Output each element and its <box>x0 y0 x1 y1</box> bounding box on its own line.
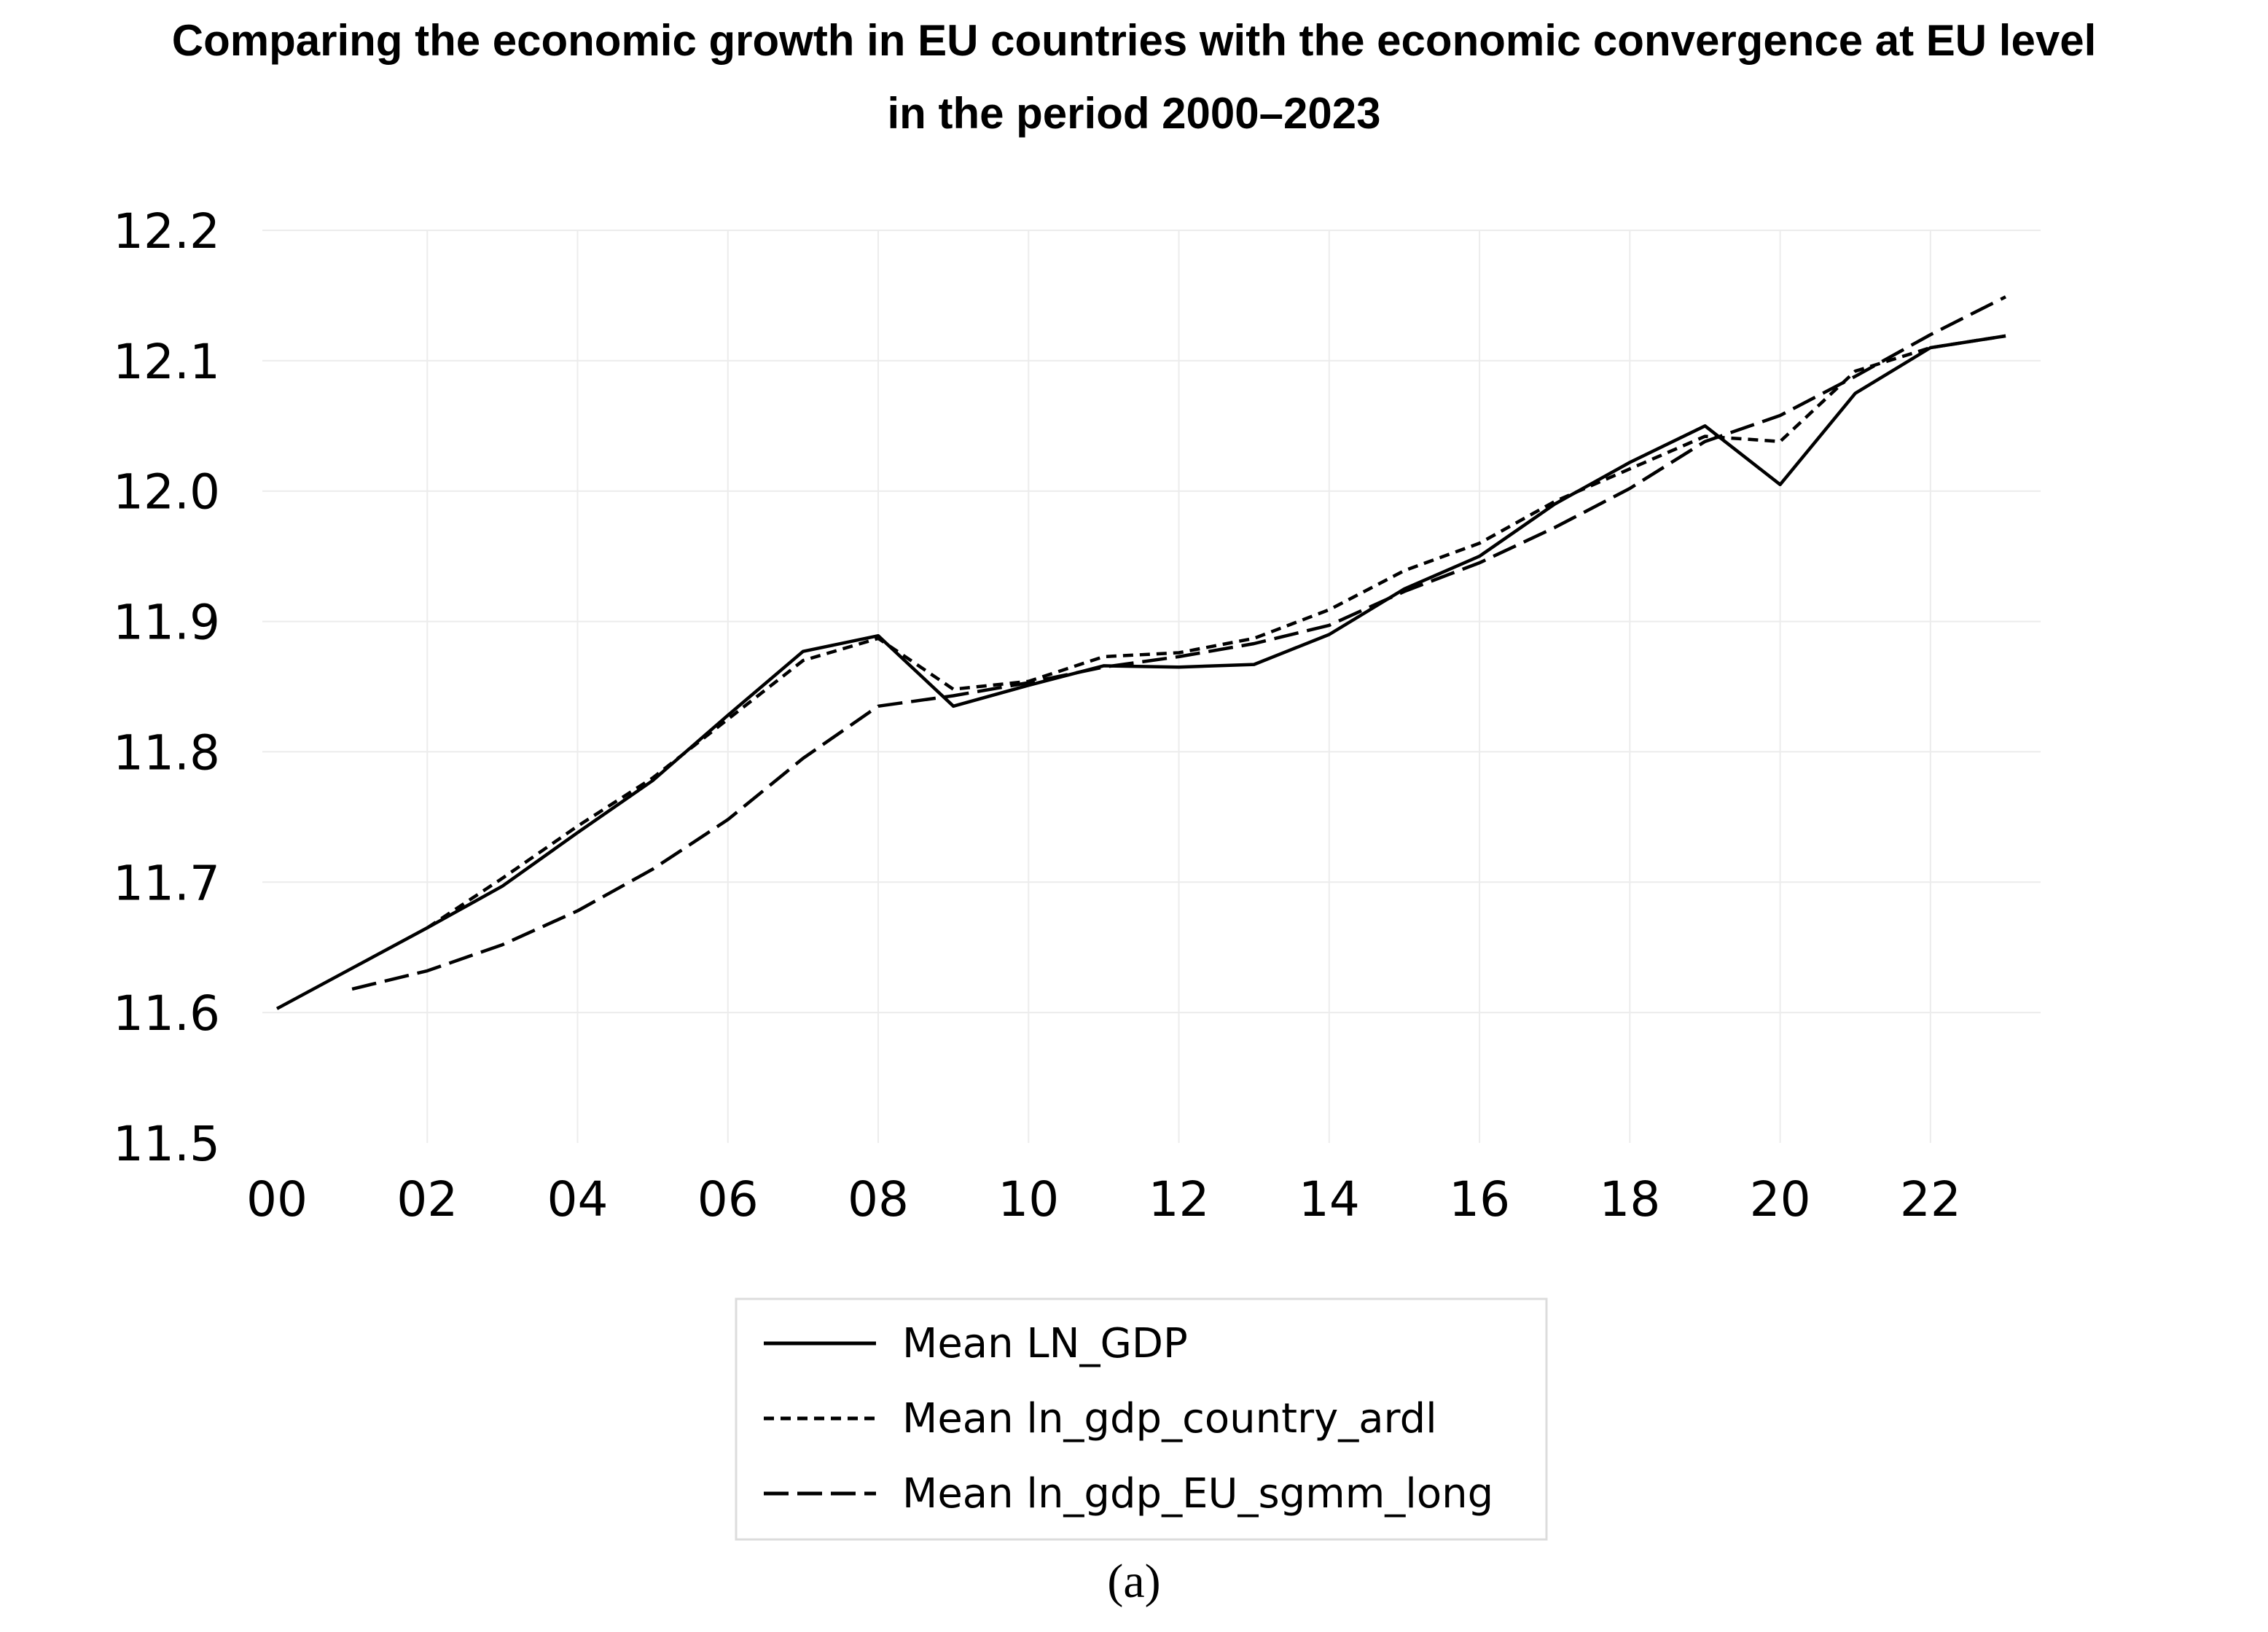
x-tick-label: 00 <box>246 1171 308 1227</box>
x-tick-label: 18 <box>1599 1171 1660 1227</box>
y-tick-label: 12.0 <box>113 464 220 520</box>
x-tick-label: 10 <box>998 1171 1059 1227</box>
gridlines <box>262 230 2041 1143</box>
y-tick-label: 11.7 <box>113 855 220 911</box>
x-tick-label: 14 <box>1299 1171 1360 1227</box>
x-tick-label: 08 <box>848 1171 909 1227</box>
y-axis-ticks: 11.5 11.6 11.7 11.8 11.9 12.0 12.1 12.2 <box>113 203 220 1172</box>
series-line-mean-ln-gdp-country-ardl <box>426 334 2006 929</box>
series-line-mean-ln-gdp <box>275 334 2006 1010</box>
x-tick-label: 06 <box>697 1171 759 1227</box>
x-tick-label: 16 <box>1449 1171 1510 1227</box>
legend-label-mean-ln-gdp-eu-sgmm-long: Mean ln_gdp_EU_sgmm_long <box>902 1470 1493 1518</box>
legend: Mean LN_GDP Mean ln_gdp_country_ardl Mea… <box>735 1297 1548 1541</box>
y-tick-label: 11.9 <box>113 595 220 651</box>
series-lines <box>275 295 2007 1010</box>
y-tick-label: 11.5 <box>113 1116 220 1172</box>
chart-title: Comparing the economic growth in EU coun… <box>0 4 2268 150</box>
y-tick-label: 12.2 <box>113 203 220 259</box>
x-axis-ticks: 00 02 04 06 08 10 12 14 16 18 20 22 <box>246 1171 1961 1227</box>
chart-title-line-2: in the period 2000–2023 <box>887 89 1381 138</box>
x-tick-label: 20 <box>1750 1171 1811 1227</box>
y-tick-label: 12.1 <box>113 334 220 390</box>
x-tick-label: 04 <box>547 1171 609 1227</box>
x-tick-label: 22 <box>1900 1171 1961 1227</box>
x-tick-label: 02 <box>396 1171 458 1227</box>
y-tick-label: 11.8 <box>113 725 220 781</box>
legend-label-mean-ln-gdp-country-ardl: Mean ln_gdp_country_ardl <box>902 1395 1437 1442</box>
y-tick-label: 11.6 <box>113 985 220 1042</box>
series-line-mean-ln-gdp-eu-sgmm-long <box>351 295 2007 991</box>
legend-label-mean-ln-gdp: Mean LN_GDP <box>902 1320 1188 1367</box>
chart-title-line-1: Comparing the economic growth in EU coun… <box>171 16 2097 65</box>
x-tick-label: 12 <box>1149 1171 1210 1227</box>
figure-caption: (a) <box>1107 1555 1161 1608</box>
